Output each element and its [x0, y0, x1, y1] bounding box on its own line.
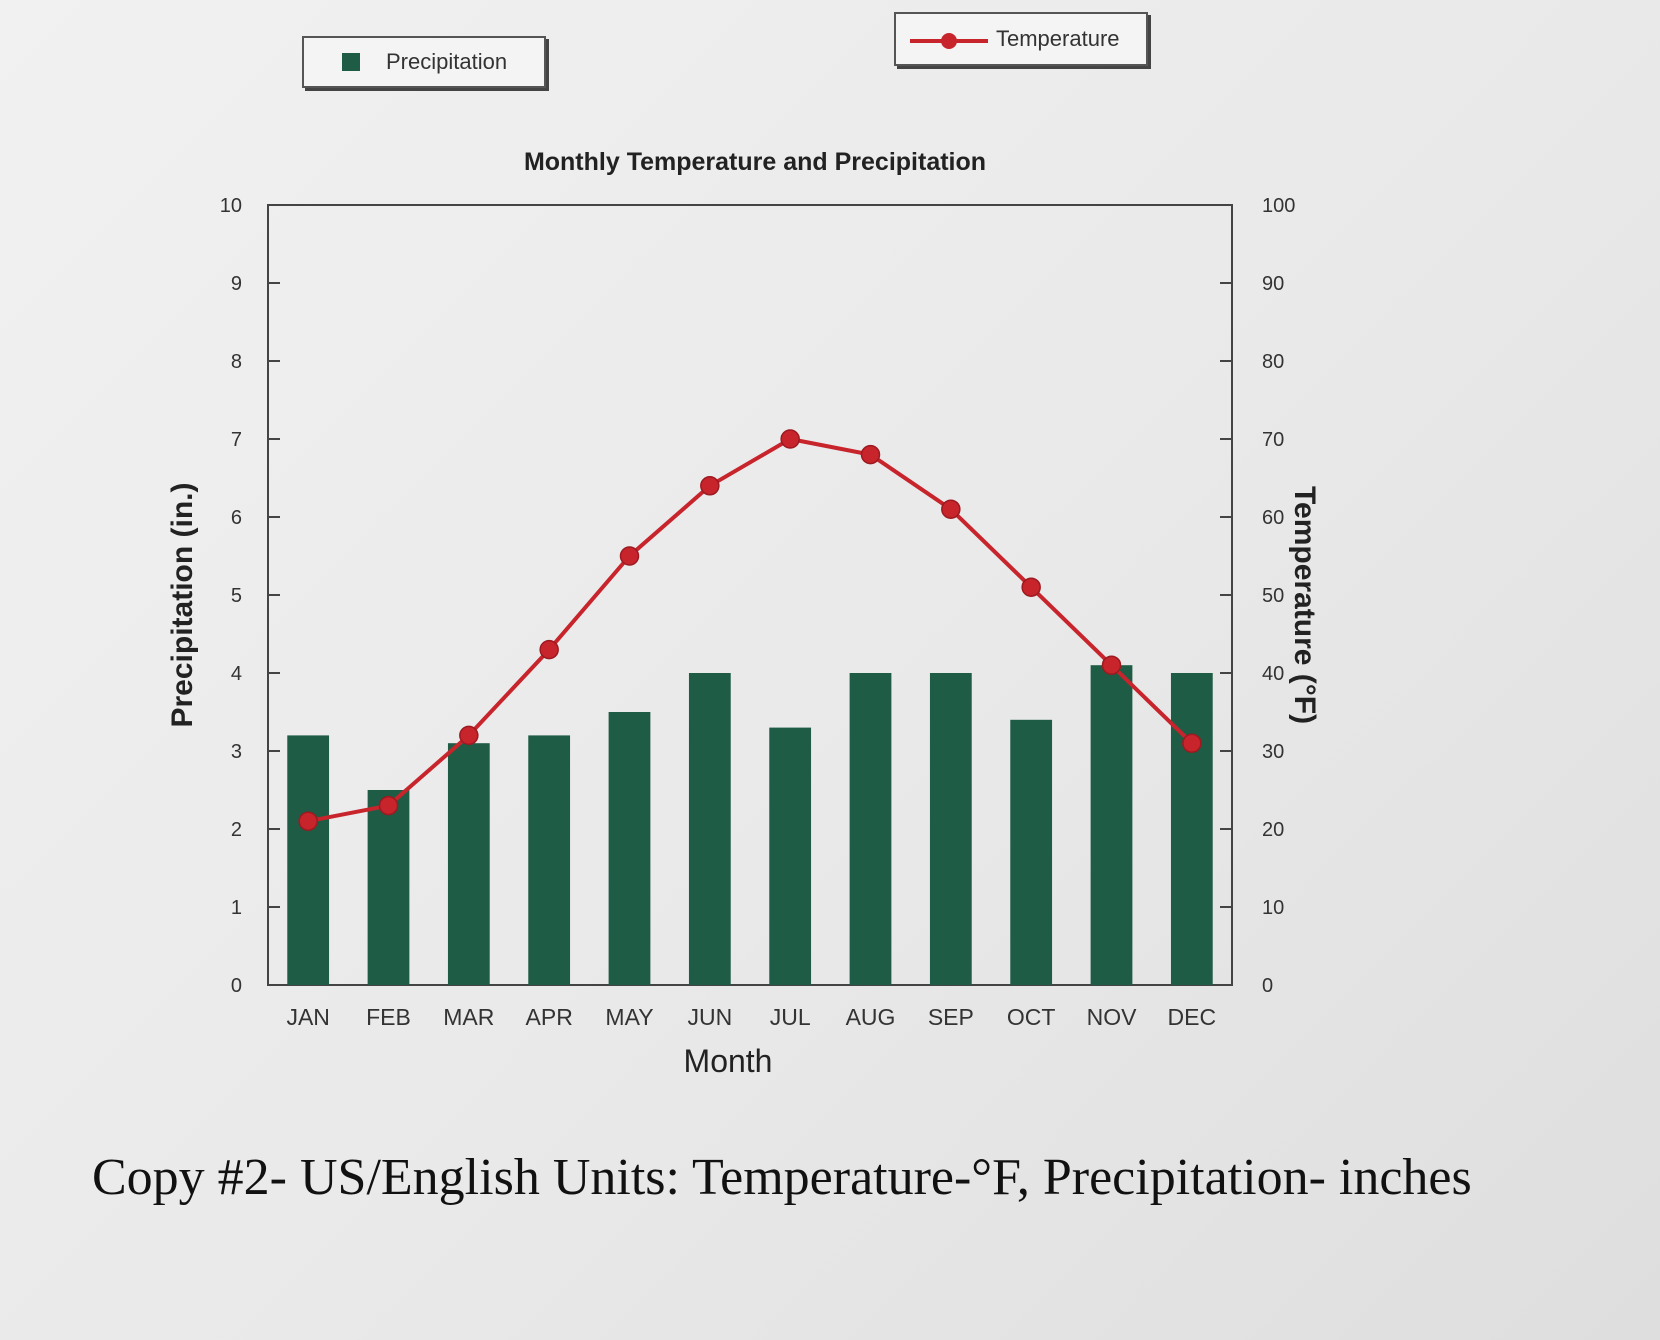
precipitation-bar-mar: [447, 743, 490, 985]
y-right-axis-label: Temperature (°F): [1288, 486, 1321, 724]
temperature-point-jan: [298, 811, 318, 831]
temperature-line: [307, 437, 1194, 824]
temperature-point-apr: [539, 639, 559, 660]
y-right-tick-label: 10: [1262, 897, 1284, 919]
y-left-tick-label: 0: [231, 975, 242, 997]
temperature-point-nov: [1101, 655, 1122, 675]
x-tick-label: JAN: [286, 1004, 329, 1030]
precipitation-bar-oct: [1010, 719, 1053, 985]
temperature-point-may: [619, 546, 640, 566]
y-left-tick-label: 10: [220, 195, 242, 217]
y-right-tick-label: 100: [1262, 195, 1295, 217]
y-right-tick-label: 70: [1262, 429, 1284, 451]
caption: Copy #2- US/English Units: Temperature-°…: [92, 1149, 1472, 1206]
x-axis-label: Month: [684, 1043, 773, 1079]
temperature-point-jun: [700, 476, 720, 496]
y-left-tick-label: 9: [231, 273, 242, 295]
temperature-point-mar: [459, 725, 479, 746]
x-tick-label: AUG: [846, 1004, 896, 1030]
legend-temperature: Temperature: [894, 12, 1148, 66]
x-tick-label: FEB: [366, 1004, 411, 1030]
temperature-point-feb: [378, 795, 399, 816]
y-left-tick-label: 4: [231, 663, 242, 685]
y-right-tick-label: 50: [1262, 585, 1284, 607]
x-tick-label: OCT: [1007, 1004, 1056, 1030]
y-right-tick-label: 0: [1262, 975, 1273, 997]
y-right-tick-label: 30: [1262, 741, 1284, 763]
x-tick-label: MAY: [605, 1004, 653, 1030]
x-tick-label: SEP: [928, 1004, 974, 1030]
y-left-tick-label: 3: [231, 741, 242, 763]
y-right-tick-label: 90: [1262, 273, 1284, 295]
y-left-axis-label: Precipitation (in.): [166, 482, 199, 727]
precipitation-bar-jun: [688, 673, 731, 985]
y-left-tick-label: 2: [231, 819, 242, 841]
precipitation-bar-feb: [367, 790, 410, 985]
x-tick-label: JUL: [770, 1004, 811, 1030]
precipitation-bar-nov: [1090, 665, 1133, 985]
legend-precipitation-label: Precipitation: [386, 49, 508, 74]
y-left-tick-label: 8: [231, 351, 242, 373]
y-right-tick-label: 60: [1262, 507, 1284, 529]
y-left-tick-label: 6: [231, 507, 242, 529]
precipitation-bar-jul: [769, 727, 812, 985]
precipitation-bar-sep: [929, 673, 972, 985]
temperature-point-jul: [780, 429, 800, 449]
y-right-tick-label: 80: [1262, 351, 1284, 373]
temperature-point-dec: [1182, 733, 1202, 753]
temperature-point-aug: [860, 444, 881, 465]
y-right-tick-label: 20: [1262, 819, 1284, 841]
x-tick-label: MAR: [443, 1004, 494, 1030]
precipitation-bar-may: [608, 712, 651, 985]
temperature-point-oct: [1021, 577, 1041, 597]
x-tick-label: JUN: [687, 1004, 732, 1030]
x-tick-label: NOV: [1087, 1004, 1138, 1030]
precipitation-bar-jan: [287, 735, 330, 985]
temperature-swatch: [910, 33, 988, 49]
precipitation-bar-apr: [528, 735, 571, 985]
y-left-tick-label: 5: [231, 585, 242, 607]
legend-temperature-label: Temperature: [996, 26, 1120, 51]
legend-precipitation: Precipitation: [302, 36, 546, 88]
precipitation-bar-aug: [849, 673, 892, 985]
y-left-tick-label: 7: [231, 429, 242, 451]
x-tick-label: DEC: [1168, 1004, 1217, 1030]
chart-title: Monthly Temperature and Precipitation: [524, 148, 986, 176]
y-left-tick-label: 1: [231, 897, 242, 919]
precipitation-bar-dec: [1170, 673, 1213, 985]
plot-frame: [267, 204, 1233, 986]
precipitation-swatch: [342, 53, 360, 71]
y-right-tick-label: 40: [1262, 663, 1284, 685]
x-tick-label: APR: [526, 1004, 573, 1030]
temperature-point-sep: [941, 499, 961, 519]
